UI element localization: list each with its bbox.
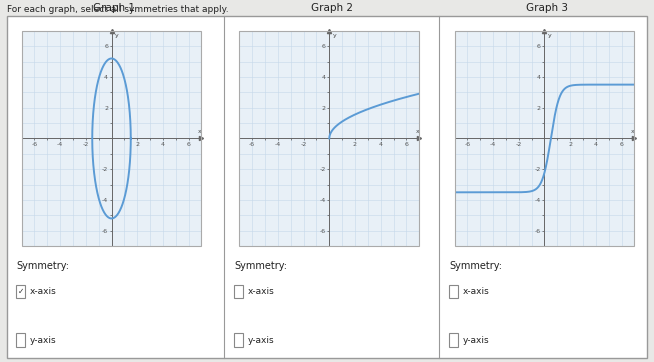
Text: Symmetry:: Symmetry: (449, 261, 502, 271)
Text: Graph 3: Graph 3 (526, 3, 568, 13)
Text: x: x (198, 129, 201, 134)
Text: Symmetry:: Symmetry: (234, 261, 287, 271)
Text: y-axis: y-axis (248, 336, 275, 345)
Text: y-axis: y-axis (463, 336, 490, 345)
Text: y: y (332, 33, 336, 38)
Text: Graph 1: Graph 1 (94, 3, 135, 13)
Text: y-axis: y-axis (30, 336, 57, 345)
Text: x-axis: x-axis (463, 287, 490, 296)
Text: x: x (415, 129, 419, 134)
Text: ✓: ✓ (18, 287, 24, 296)
Text: x-axis: x-axis (30, 287, 57, 296)
Text: y: y (114, 33, 118, 38)
Text: x: x (630, 129, 634, 134)
Text: y: y (547, 33, 551, 38)
Text: For each graph, select all symmetries that apply.: For each graph, select all symmetries th… (7, 5, 228, 14)
Text: x-axis: x-axis (248, 287, 275, 296)
Text: Graph 2: Graph 2 (311, 3, 353, 13)
Text: Symmetry:: Symmetry: (16, 261, 69, 271)
